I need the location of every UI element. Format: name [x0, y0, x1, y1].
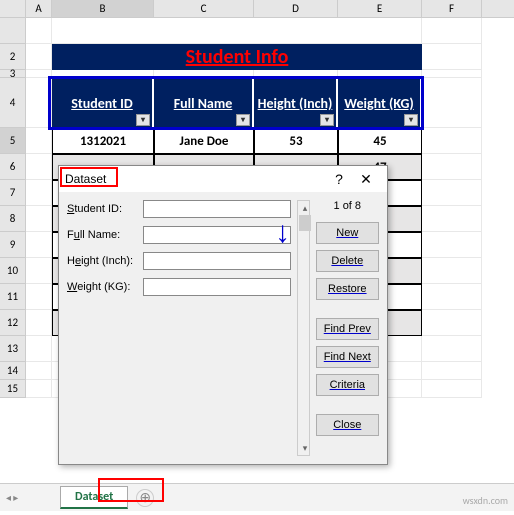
col-header-C[interactable]: C: [154, 0, 254, 17]
header-full-name[interactable]: Full Name▾: [154, 78, 254, 128]
title-cell[interactable]: Student Info: [52, 44, 422, 70]
row-headers: 2 3 4 5 6 7 8 9 10 11 12 13 14 15: [0, 18, 26, 398]
form-fields: Student ID: Full Name: Height (Inch): We…: [67, 200, 291, 456]
student-id-input[interactable]: [143, 200, 291, 218]
form-scrollbar[interactable]: ▴ ▾: [297, 200, 310, 456]
find-next-button[interactable]: Find Next: [316, 346, 379, 368]
sheet-tab-dataset[interactable]: Dataset: [60, 486, 128, 509]
col-header-A[interactable]: A: [26, 0, 52, 17]
scroll-down-icon[interactable]: ▾: [298, 441, 312, 455]
cell-height[interactable]: 53: [254, 128, 338, 154]
cell-weight[interactable]: 45: [338, 128, 422, 154]
filter-dropdown-icon[interactable]: ▾: [404, 114, 418, 126]
record-counter: 1 of 8: [316, 200, 379, 212]
scroll-thumb[interactable]: [299, 215, 311, 231]
header-label: Height (Inch): [258, 95, 333, 112]
watermark: wsxdn.com: [463, 494, 508, 507]
dialog-title: Dataset: [65, 172, 327, 186]
field-label-full-name: Full Name:: [67, 229, 143, 241]
filter-dropdown-icon[interactable]: ▾: [236, 114, 250, 126]
row-header-12[interactable]: 12: [0, 310, 26, 336]
restore-button[interactable]: Restore: [316, 278, 379, 300]
delete-button[interactable]: Delete: [316, 250, 379, 272]
sheet-tab-bar: ◂ ▸ Dataset ⊕: [0, 483, 514, 511]
dialog-titlebar[interactable]: Dataset ? ✕: [59, 166, 387, 192]
row-header-7[interactable]: 7: [0, 180, 26, 206]
row-header-8[interactable]: 8: [0, 206, 26, 232]
row-header-3[interactable]: 3: [0, 70, 26, 78]
new-button[interactable]: New: [316, 222, 379, 244]
full-name-input[interactable]: [143, 226, 291, 244]
height-input[interactable]: [143, 252, 291, 270]
header-weight[interactable]: Weight (KG) ▾: [338, 78, 422, 128]
find-prev-button[interactable]: Find Prev: [316, 318, 379, 340]
col-header-E[interactable]: E: [338, 0, 422, 17]
column-headers: A B C D E F: [0, 0, 514, 18]
col-header-F[interactable]: F: [422, 0, 482, 17]
row-header-9[interactable]: 9: [0, 232, 26, 258]
col-header-B[interactable]: B: [52, 0, 154, 17]
filter-dropdown-icon[interactable]: ▾: [320, 114, 334, 126]
col-header-D[interactable]: D: [254, 0, 338, 17]
field-label-weight: Weight (KG):: [67, 281, 143, 293]
row-header-14[interactable]: 14: [0, 362, 26, 380]
cell-student-id[interactable]: 1312021: [52, 128, 154, 154]
field-label-student-id: Student ID:: [67, 203, 143, 215]
annotation-arrow-icon: ↓: [275, 216, 290, 250]
row-header-6[interactable]: 6: [0, 154, 26, 180]
row-header-4[interactable]: 4: [0, 78, 26, 128]
header-label: Student ID: [71, 95, 133, 112]
close-button[interactable]: Close: [316, 414, 379, 436]
cell-full-name[interactable]: Jane Doe: [154, 128, 254, 154]
row-header-5[interactable]: 5: [0, 128, 26, 154]
header-label: Full Name: [174, 95, 233, 112]
scroll-up-icon[interactable]: ▴: [298, 201, 312, 215]
tab-nav-icons[interactable]: ◂ ▸: [6, 491, 18, 504]
row-header-10[interactable]: 10: [0, 258, 26, 284]
corner-cell[interactable]: [0, 0, 26, 17]
header-label: Weight (KG): [344, 95, 413, 112]
header-height[interactable]: Height (Inch) ▾: [254, 78, 338, 128]
row-header-11[interactable]: 11: [0, 284, 26, 310]
row-header-15[interactable]: 15: [0, 380, 26, 398]
row-header-1[interactable]: [0, 18, 26, 44]
data-form-dialog: Dataset ? ✕ Student ID: Full Name: Heigh…: [58, 165, 388, 465]
help-icon[interactable]: ?: [327, 171, 351, 187]
header-student-id[interactable]: Student ID▾: [52, 78, 154, 128]
weight-input[interactable]: [143, 278, 291, 296]
field-label-height: Height (Inch):: [67, 255, 143, 267]
criteria-button[interactable]: Criteria: [316, 374, 379, 396]
add-sheet-icon[interactable]: ⊕: [136, 489, 154, 507]
filter-dropdown-icon[interactable]: ▾: [136, 114, 150, 126]
form-buttons: 1 of 8 New Delete Restore Find Prev Find…: [316, 200, 379, 456]
row-header-13[interactable]: 13: [0, 336, 26, 362]
close-icon[interactable]: ✕: [351, 171, 381, 188]
